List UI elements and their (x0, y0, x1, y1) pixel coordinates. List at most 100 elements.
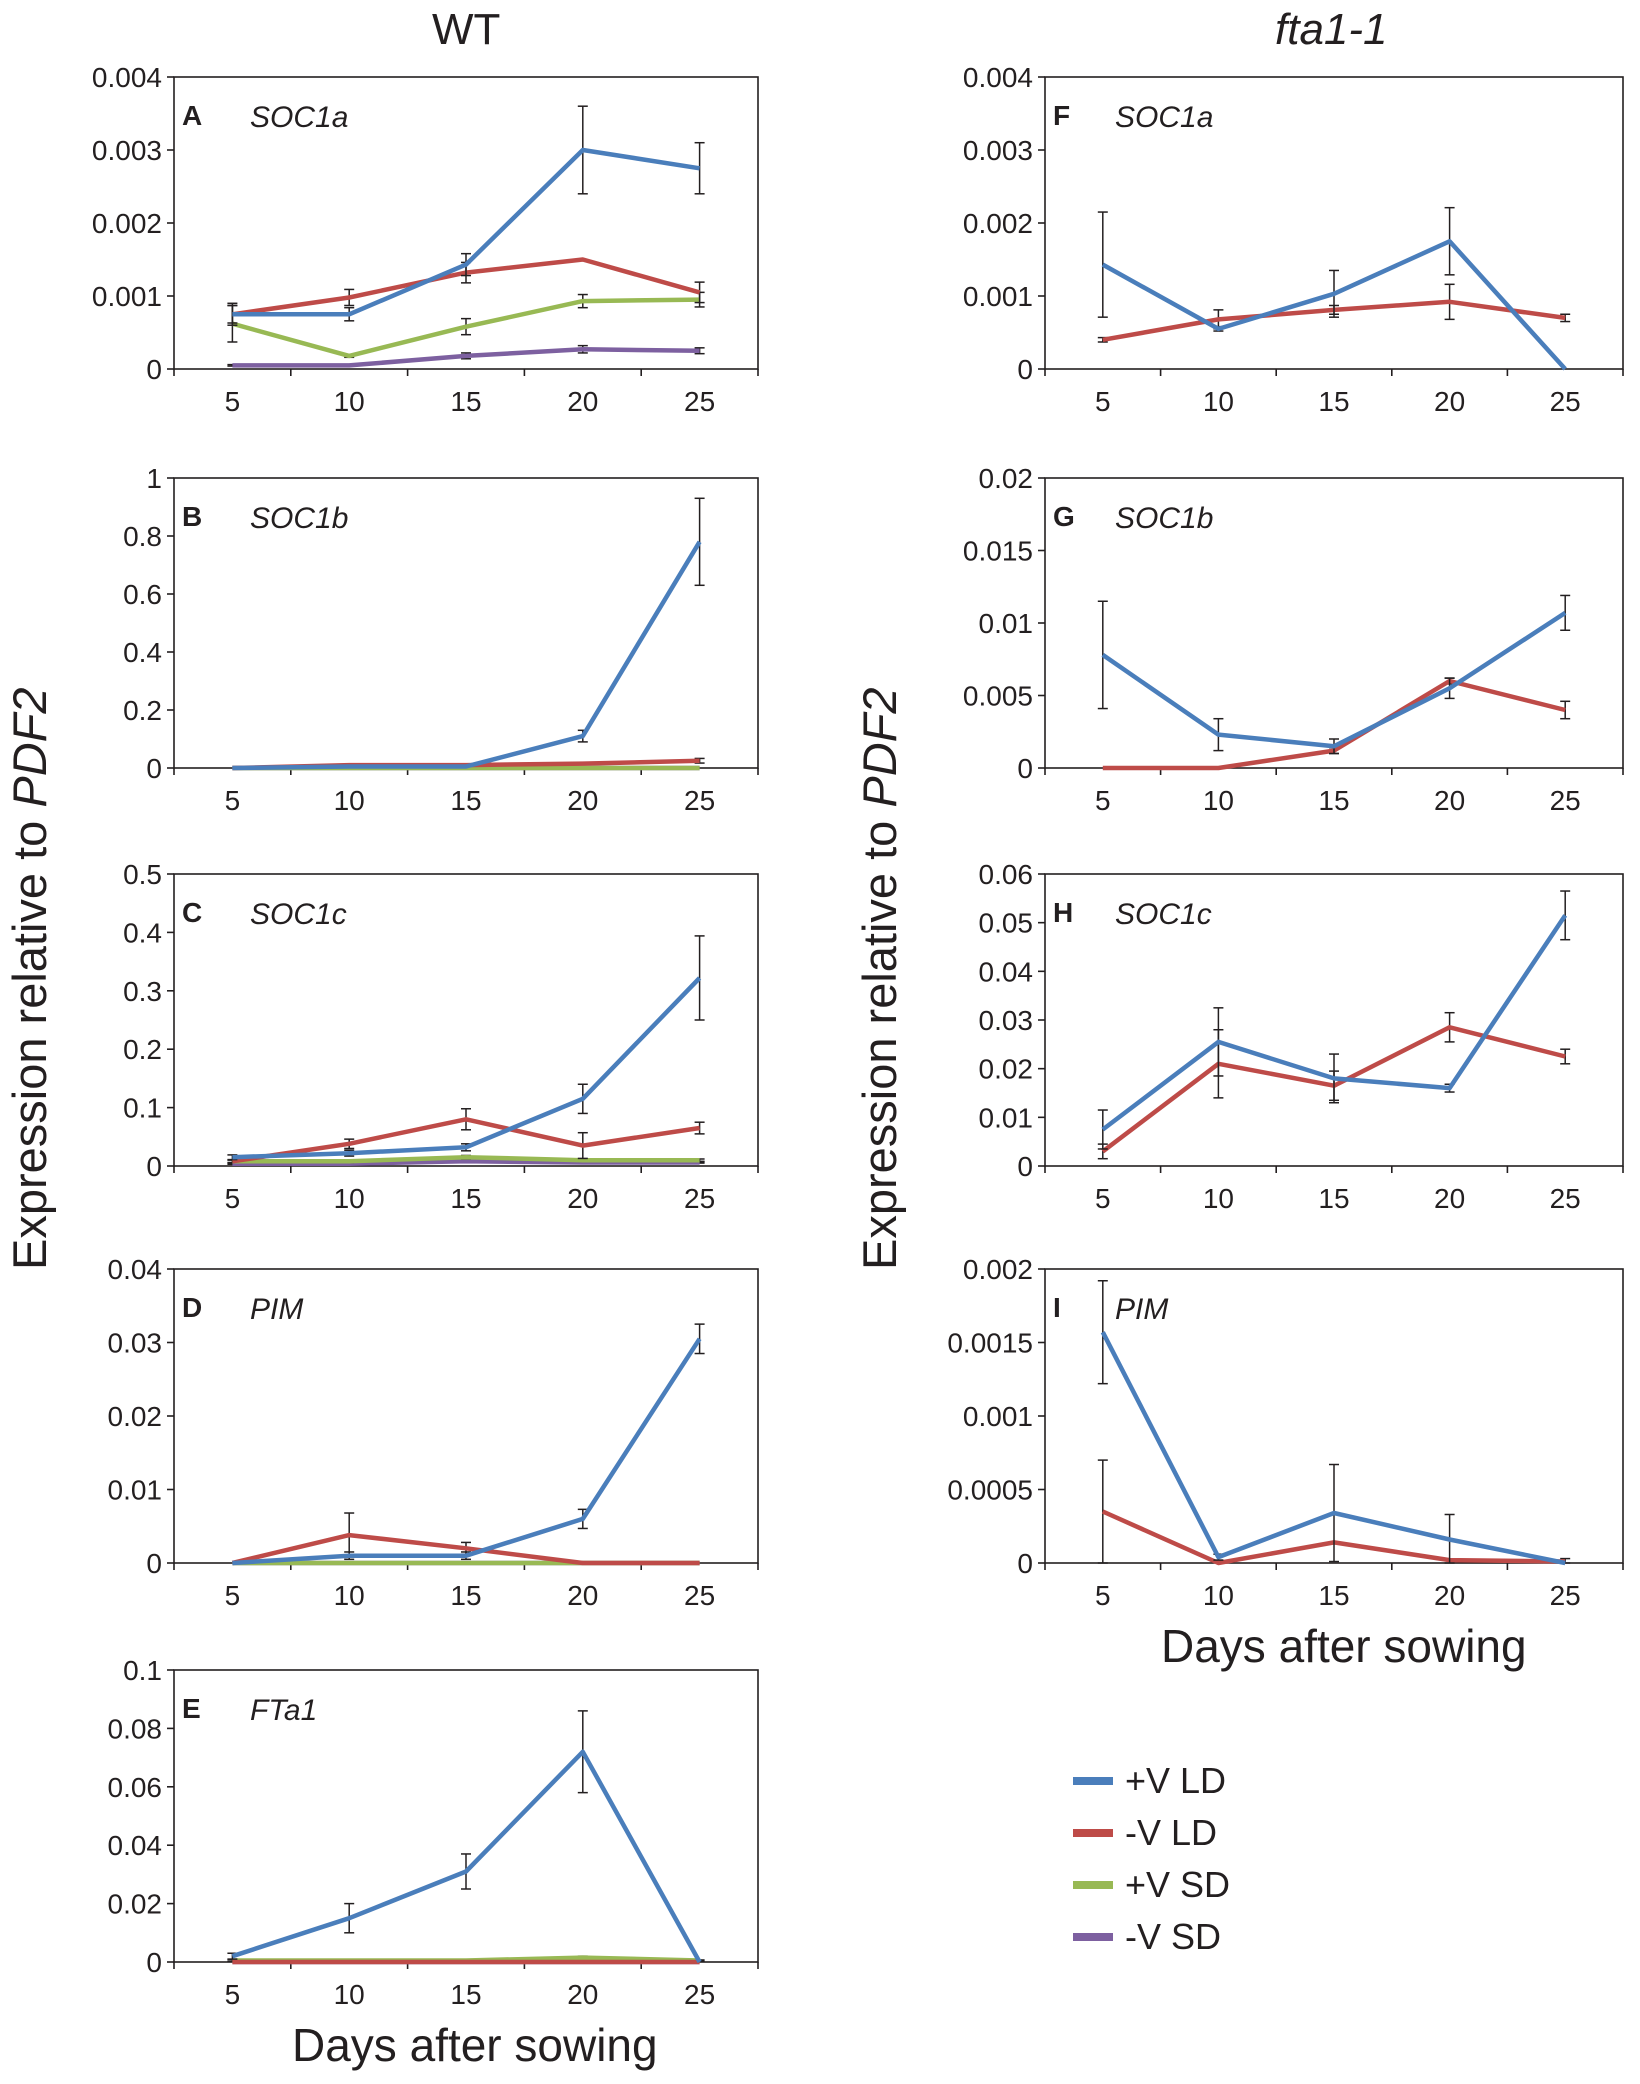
y-tick-label-b: 0.6 (123, 579, 162, 610)
panel-letter-c: C (182, 897, 202, 928)
x-tick-label-i: 15 (1318, 1580, 1349, 1611)
panel-letter-g: G (1053, 501, 1075, 532)
x-tick-label-d: 5 (225, 1580, 241, 1611)
legend-label: +V LD (1125, 1760, 1227, 1801)
y-tick-label-i: 0 (1017, 1548, 1033, 1579)
y-tick-label-b: 1 (146, 463, 162, 494)
y-tick-label-c: 0.5 (123, 859, 162, 890)
legend-swatch (1073, 1777, 1113, 1785)
panel-letter-h: H (1053, 897, 1073, 928)
gene-name-f: SOC1a (1115, 101, 1213, 134)
gene-name-g: SOC1b (1115, 502, 1213, 535)
x-tick-label-e: 25 (684, 1979, 715, 2010)
y-tick-label-a: 0.003 (92, 135, 162, 166)
y-tick-label-e: 0.04 (108, 1830, 163, 1861)
x-tick-label-d: 15 (450, 1580, 481, 1611)
x-tick-label-h: 15 (1318, 1183, 1349, 1214)
x-axis-label-right: Days after sowing (1161, 1620, 1527, 1672)
series-line-c-minus-v-ld (232, 1117, 700, 1164)
legend-swatch (1073, 1829, 1113, 1837)
y-tick-label-g: 0 (1017, 753, 1033, 784)
y-tick-label-d: 0.04 (108, 1254, 163, 1285)
series-line-i-plusminus-v-ld (1100, 1331, 1566, 1566)
y-tick-label-e: 0.1 (123, 1655, 162, 1686)
series-line-g-minus-v-ld (1102, 678, 1566, 771)
y-tick-label-i: 0.002 (963, 1254, 1033, 1285)
legend-swatch (1073, 1881, 1113, 1889)
x-tick-label-c: 15 (450, 1183, 481, 1214)
series-line-a-plusminus-v-ld (232, 147, 700, 317)
x-tick-label-f: 10 (1203, 386, 1234, 417)
x-tick-label-a: 25 (684, 386, 715, 417)
y-tick-label-e: 0.02 (108, 1889, 163, 1920)
series-line-f-plusminus-v-ld (1101, 239, 1567, 371)
y-tick-label-c: 0.4 (123, 917, 162, 948)
x-tick-label-g: 5 (1095, 785, 1111, 816)
y-tick-label-f: 0.001 (963, 281, 1033, 312)
y-tick-label-h: 0.02 (979, 1054, 1034, 1085)
y-tick-label-a: 0 (146, 354, 162, 385)
series-line-c-plusminus-v-ld (232, 976, 702, 1160)
x-tick-label-f: 20 (1434, 386, 1465, 417)
x-tick-label-b: 20 (567, 785, 598, 816)
y-tick-label-d: 0 (146, 1548, 162, 1579)
x-tick-label-g: 15 (1318, 785, 1349, 816)
x-tick-label-c: 5 (225, 1183, 241, 1214)
x-tick-label-a: 5 (225, 386, 241, 417)
x-tick-label-g: 20 (1434, 785, 1465, 816)
x-tick-label-e: 10 (334, 1979, 365, 2010)
y-tick-label-g: 0.02 (979, 463, 1034, 494)
y-tick-label-c: 0.1 (123, 1093, 162, 1124)
x-tick-label-b: 25 (684, 785, 715, 816)
panel-letter-b: B (182, 501, 202, 532)
legend-label: -V SD (1125, 1916, 1222, 1957)
y-tick-label-b: 0.2 (123, 695, 162, 726)
x-tick-label-c: 10 (334, 1183, 365, 1214)
x-tick-label-b: 15 (450, 785, 481, 816)
series-line-a-minus-v-sd (232, 347, 700, 368)
fta1-1-column-title: fta1-1 (1275, 5, 1388, 54)
legend-label: +V SD (1125, 1864, 1231, 1905)
gene-name-c: SOC1c (250, 898, 347, 931)
y-tick-label-d: 0.03 (108, 1328, 163, 1359)
x-tick-label-f: 25 (1550, 386, 1581, 417)
y-tick-label-b: 0.8 (123, 521, 162, 552)
x-tick-label-a: 10 (334, 386, 365, 417)
y-tick-label-i: 0.0005 (947, 1475, 1033, 1506)
y-tick-label-h: 0 (1017, 1151, 1033, 1182)
y-tick-label-h: 0.06 (979, 859, 1034, 890)
x-tick-label-d: 20 (567, 1580, 598, 1611)
x-tick-label-g: 10 (1203, 785, 1234, 816)
y-tick-label-h: 0.05 (979, 908, 1034, 939)
series-line-c-plusminus-v-sd (232, 1154, 700, 1164)
series-line-h-plusminus-v-ld (1101, 914, 1568, 1132)
y-tick-label-e: 0.08 (108, 1713, 163, 1744)
wt-column-title: WT (432, 5, 501, 54)
y-tick-label-f: 0 (1017, 354, 1033, 385)
series-line-b-plusminus-v-ld (232, 540, 702, 771)
y-tick-label-h: 0.01 (979, 1102, 1034, 1133)
gene-name-b: SOC1b (250, 502, 348, 535)
series-line-c-minus-v-sd (232, 1159, 700, 1166)
y-tick-label-h: 0.03 (979, 1005, 1034, 1036)
x-tick-label-f: 15 (1318, 386, 1349, 417)
y-tick-label-i: 0.001 (963, 1401, 1033, 1432)
x-tick-label-i: 10 (1203, 1580, 1234, 1611)
y-tick-label-a: 0.001 (92, 281, 162, 312)
y-tick-label-c: 0 (146, 1151, 162, 1182)
x-tick-label-e: 20 (567, 1979, 598, 2010)
x-tick-label-d: 10 (334, 1580, 365, 1611)
x-tick-label-c: 20 (567, 1183, 598, 1214)
x-tick-label-c: 25 (684, 1183, 715, 1214)
panel-letter-d: D (182, 1292, 202, 1323)
y-tick-label-e: 0 (146, 1947, 162, 1978)
y-tick-label-f: 0.003 (963, 135, 1033, 166)
y-tick-label-a: 0.002 (92, 208, 162, 239)
x-tick-label-g: 25 (1550, 785, 1581, 816)
gene-name-e: FTa1 (250, 1694, 317, 1727)
series-line-e-plusminus-v-ld (231, 1749, 702, 1964)
y-tick-label-h: 0.04 (979, 956, 1034, 987)
x-tick-label-e: 5 (225, 1979, 241, 2010)
x-tick-label-a: 20 (567, 386, 598, 417)
series-line-a-plusminus-v-sd (231, 297, 700, 359)
